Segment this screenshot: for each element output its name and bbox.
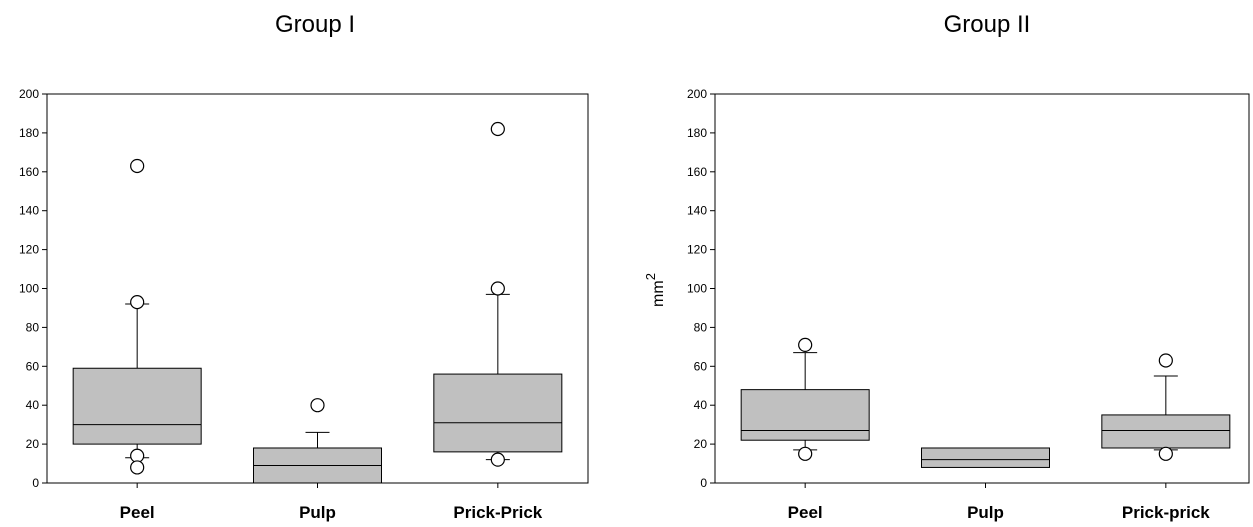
y-tick-label: 40 xyxy=(694,398,708,412)
iqr-box xyxy=(72,367,202,445)
y-tick-label: 200 xyxy=(687,87,707,101)
y-tick-label: 180 xyxy=(687,126,707,140)
chart-title-group-ii: Group II xyxy=(944,11,1031,38)
y-axis-unit-exponent: 2 xyxy=(643,273,658,280)
category-label: Peel xyxy=(788,503,823,522)
outlier-point xyxy=(490,452,505,467)
outlier-point xyxy=(130,295,145,310)
outlier-point xyxy=(798,446,813,461)
iqr-box xyxy=(921,447,1050,468)
y-tick-label: 160 xyxy=(687,165,707,179)
y-tick-label: 20 xyxy=(694,437,708,451)
y-tick-label: 40 xyxy=(26,398,40,412)
y-tick-label: 60 xyxy=(694,359,708,373)
y-tick-label: 20 xyxy=(26,437,40,451)
y-tick-label: 160 xyxy=(19,165,39,179)
outlier-point xyxy=(310,398,325,413)
outlier-point xyxy=(130,460,145,475)
outlier-point xyxy=(130,448,145,463)
y-tick-label: 80 xyxy=(694,320,708,334)
category-label: Prick-Prick xyxy=(453,503,542,522)
y-tick-label: 100 xyxy=(19,282,39,296)
y-tick-label: 120 xyxy=(19,243,39,257)
y-tick-label: 120 xyxy=(687,243,707,257)
y-tick-label: 80 xyxy=(26,320,40,334)
outlier-point xyxy=(1158,446,1173,461)
y-tick-label: 100 xyxy=(687,282,707,296)
chart-title-group-i: Group I xyxy=(275,11,355,38)
category-label: Pulp xyxy=(967,503,1004,522)
outlier-point xyxy=(130,158,145,174)
y-tick-label: 60 xyxy=(26,359,40,373)
y-tick-label: 140 xyxy=(687,204,707,218)
category-label: Prick-prick xyxy=(1122,503,1210,522)
y-tick-label: 0 xyxy=(32,476,39,490)
y-axis-label: mm2 xyxy=(643,273,667,307)
outlier-point xyxy=(1158,353,1173,368)
y-tick-label: 0 xyxy=(700,476,707,490)
group-i-panel: Group I 0 20 40 60 80 100 120 140 160 180 200 Peel P… xyxy=(19,11,589,522)
group-ii-panel: Group II mm2 0 20 40 60 80 100 120 140 160 180 200… xyxy=(643,11,1250,522)
outlier-point xyxy=(798,337,813,353)
y-tick-label: 200 xyxy=(19,87,39,101)
iqr-box xyxy=(740,389,870,441)
iqr-box xyxy=(433,373,563,453)
iqr-box xyxy=(1101,414,1231,449)
y-tick-label: 140 xyxy=(19,204,39,218)
outlier-point xyxy=(490,281,505,296)
outlier-point xyxy=(490,121,505,137)
y-tick-label: 180 xyxy=(19,126,39,140)
category-label: Pulp xyxy=(299,503,336,522)
y-axis-unit: mm xyxy=(650,280,667,307)
category-label: Peel xyxy=(120,503,155,522)
